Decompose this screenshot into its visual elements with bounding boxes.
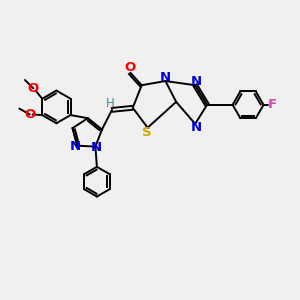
- Text: N: N: [191, 75, 202, 88]
- Text: O: O: [125, 61, 136, 74]
- Text: N: N: [70, 140, 81, 153]
- Text: O: O: [28, 82, 39, 95]
- Text: S: S: [142, 126, 152, 139]
- Text: H: H: [106, 97, 115, 110]
- Text: N: N: [191, 121, 202, 134]
- Text: F: F: [267, 98, 276, 111]
- Text: N: N: [91, 141, 102, 154]
- Text: N: N: [159, 71, 170, 84]
- Text: O: O: [24, 108, 35, 121]
